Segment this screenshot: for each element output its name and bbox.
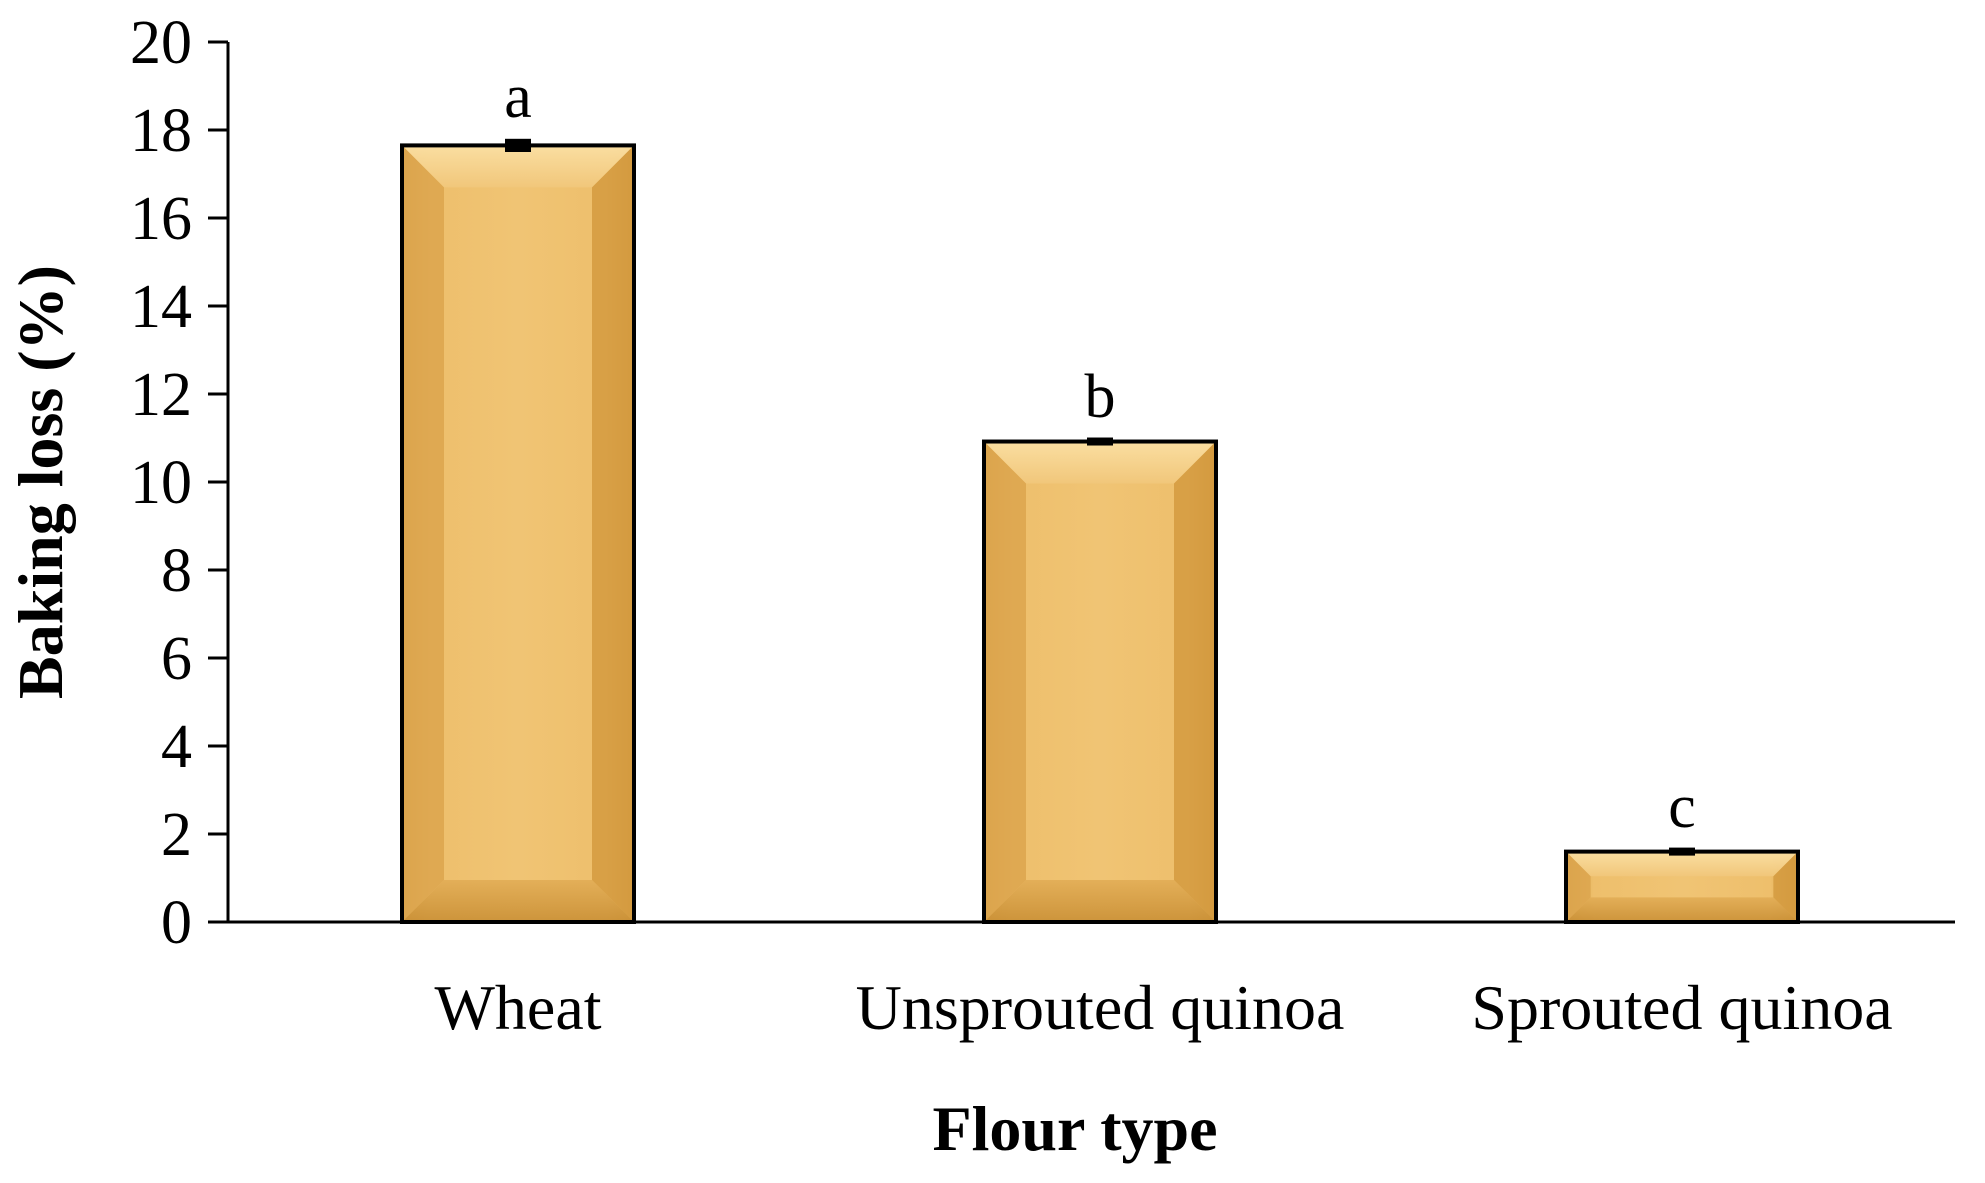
y-tick-label: 14 bbox=[130, 273, 192, 341]
significance-label: c bbox=[1668, 773, 1696, 841]
significance-label: a bbox=[504, 63, 532, 131]
y-tick-label: 2 bbox=[161, 801, 192, 869]
bar-bevel-top bbox=[984, 441, 1216, 484]
significance-label: b bbox=[1085, 363, 1116, 431]
y-tick-label: 16 bbox=[130, 185, 192, 253]
bar-bevel-bottom bbox=[1566, 897, 1798, 922]
x-axis-title: Flour type bbox=[932, 1093, 1217, 1164]
y-tick-label: 0 bbox=[161, 889, 192, 957]
error-bar bbox=[1087, 437, 1113, 446]
error-bar bbox=[505, 138, 531, 152]
bar-bevel-left bbox=[984, 441, 1026, 922]
y-tick-label: 10 bbox=[130, 449, 192, 517]
y-axis-title: Baking loss (%) bbox=[5, 265, 76, 699]
y-tick-label: 12 bbox=[130, 361, 192, 429]
bar-group: a bbox=[400, 63, 636, 924]
y-tick-label: 20 bbox=[130, 9, 192, 77]
error-bar bbox=[1669, 847, 1695, 856]
y-axis-ticks: 0 2 4 6 8 10 12 14 16 18 20 bbox=[130, 9, 228, 957]
bars: a b c bbox=[400, 63, 1800, 924]
bar-group: b bbox=[982, 363, 1218, 924]
category-label: Unsprouted quinoa bbox=[856, 972, 1345, 1043]
y-tick-label: 4 bbox=[161, 713, 192, 781]
bar-group: c bbox=[1564, 773, 1800, 924]
category-label: Wheat bbox=[435, 972, 602, 1043]
y-tick-label: 8 bbox=[161, 537, 192, 605]
bar-bevel-right bbox=[1174, 441, 1216, 922]
category-label: Sprouted quinoa bbox=[1471, 972, 1892, 1043]
bar-bevel-top bbox=[1566, 851, 1798, 877]
bar-bevel-right bbox=[1773, 851, 1798, 922]
bar-bevel-left bbox=[1566, 851, 1591, 922]
bar-bevel-bottom bbox=[984, 880, 1216, 922]
category-labels: Wheat Unsprouted quinoa Sprouted quinoa bbox=[435, 972, 1893, 1043]
bar-bevel-bottom bbox=[402, 880, 634, 922]
bar-bevel-right bbox=[592, 145, 634, 922]
bar-bevel-top bbox=[402, 145, 634, 188]
bar-bevel-left bbox=[402, 145, 444, 922]
y-tick-label: 18 bbox=[130, 97, 192, 165]
axes bbox=[208, 42, 1955, 924]
y-tick-label: 6 bbox=[161, 625, 192, 693]
